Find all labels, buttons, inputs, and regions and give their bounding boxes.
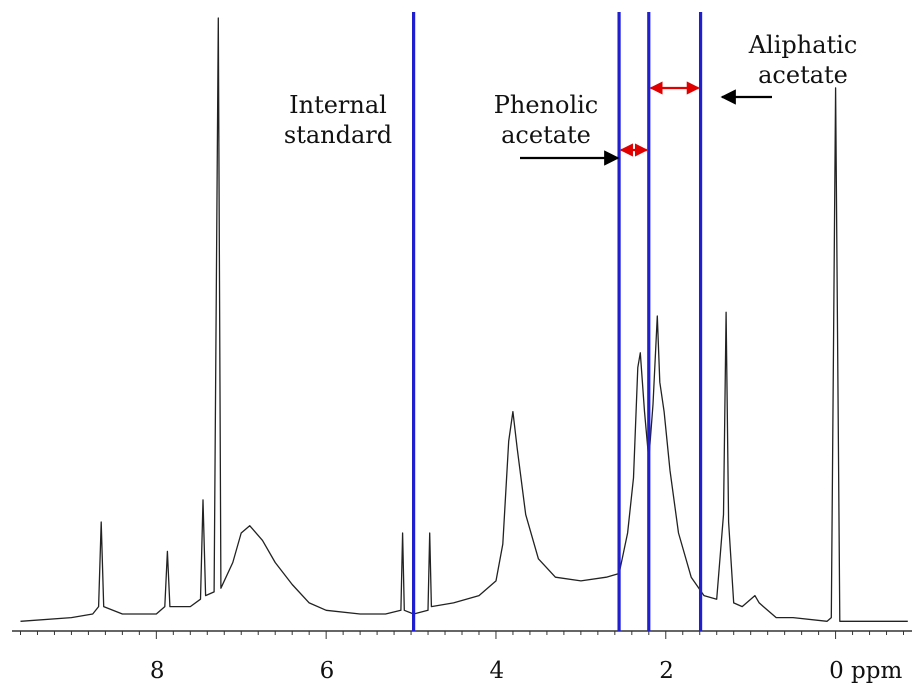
x-tick-label: 6 [320, 658, 335, 684]
spectrum-line [20, 17, 908, 622]
internal-standard-line1: Internal [289, 91, 387, 119]
aliphatic-acetate-line1: Aliphatic [748, 31, 858, 59]
x-axis: 8 6 4 2 0 ppm [12, 630, 912, 684]
spectrum-group [20, 17, 908, 622]
phenolic-acetate-line2: acetate [501, 121, 591, 149]
phenolic-acetate-label: Phenolic acetate [476, 90, 616, 150]
region-lines-group [412, 12, 703, 631]
x-tick-label: 0 ppm [829, 658, 902, 684]
internal-standard-label: Internal standard [268, 90, 408, 150]
aliphatic-acetate-line2: acetate [758, 61, 848, 89]
aliphatic-acetate-label: Aliphatic acetate [733, 30, 873, 90]
x-tick-label: 2 [659, 658, 674, 684]
phenolic-acetate-line1: Phenolic [493, 91, 599, 119]
x-tick-label: 4 [489, 658, 504, 684]
annotation-arrows-group [520, 81, 772, 166]
x-tick-label: 8 [150, 658, 165, 684]
internal-standard-line2: standard [283, 121, 393, 149]
